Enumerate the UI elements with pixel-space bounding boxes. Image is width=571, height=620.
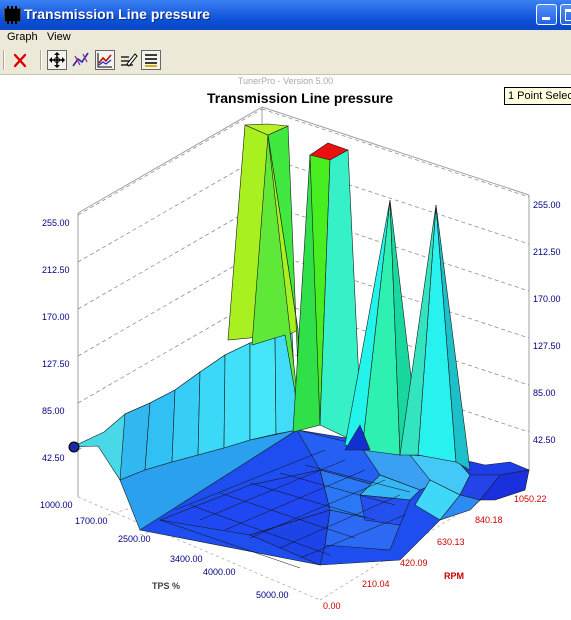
rpm-tick: 840.18 <box>475 515 503 525</box>
minimize-button[interactable] <box>536 4 557 25</box>
surface-plot[interactable]: 255.00 212.50 170.00 127.50 85.00 42.50 … <box>0 74 571 620</box>
rpm-tick: 1050.22 <box>514 494 547 504</box>
trace-button[interactable] <box>71 50 91 70</box>
rpm-axis-labels: 0.00 210.04 420.09 630.13 840.18 1050.22 <box>323 494 547 611</box>
toolbar <box>0 47 571 75</box>
move-crosshair-icon <box>49 52 65 68</box>
window-title: Transmission Line pressure <box>24 6 210 22</box>
selection-tooltip: 1 Point Selected <box>504 87 571 105</box>
list-lines-icon <box>145 54 157 67</box>
trace-line-icon <box>72 52 89 67</box>
z-tick-left: 85.00 <box>42 406 65 416</box>
chart-title: Transmission Line pressure <box>207 90 393 106</box>
title-bar[interactable]: Transmission Line pressure <box>0 0 571 30</box>
toolbar-grip <box>3 50 5 70</box>
red-x-icon <box>13 53 27 68</box>
z-tick-left: 255.00 <box>42 218 70 228</box>
z-tick-left: 127.50 <box>42 359 70 369</box>
move-button[interactable] <box>47 50 67 70</box>
tps-tick: 4000.00 <box>203 567 236 577</box>
rpm-tick: 0.00 <box>323 601 341 611</box>
menu-graph[interactable]: Graph <box>7 31 38 43</box>
surface-mesh <box>71 123 531 569</box>
selected-point-marker[interactable] <box>68 441 80 453</box>
line-graph-icon <box>97 53 112 68</box>
edit-button[interactable] <box>118 50 138 70</box>
z-tick-left: 42.50 <box>42 453 65 463</box>
z-tick-right: 212.50 <box>533 247 561 257</box>
tps-tick: 1000.00 <box>40 500 73 510</box>
rpm-axis-label: RPM <box>444 571 464 581</box>
z-tick-right: 255.00 <box>533 200 561 210</box>
version-text: TunerPro - Version 5.00 <box>237 76 334 86</box>
tps-tick: 2500.00 <box>118 534 151 544</box>
toolbar-separator <box>40 50 42 70</box>
menu-view[interactable]: View <box>47 31 71 43</box>
tps-tick: 5000.00 <box>256 590 289 600</box>
app-icon <box>4 6 21 24</box>
close-graph-button[interactable] <box>10 50 30 70</box>
legend-button[interactable] <box>141 50 161 70</box>
z-tick-right: 170.00 <box>533 294 561 304</box>
tps-axis-label: TPS % <box>152 581 180 591</box>
tps-tick: 1700.00 <box>75 516 108 526</box>
menu-bar: Graph View <box>0 30 571 47</box>
edit-pencil-icon <box>121 53 138 67</box>
maximize-button[interactable] <box>560 4 571 25</box>
graph-button[interactable] <box>95 50 115 70</box>
z-axis-right-labels: 255.00 212.50 170.00 127.50 85.00 42.50 <box>533 200 561 445</box>
rpm-tick: 630.13 <box>437 537 465 547</box>
z-tick-left: 170.00 <box>42 312 70 322</box>
z-tick-right: 42.50 <box>533 435 556 445</box>
rpm-tick: 210.04 <box>362 579 390 589</box>
rpm-tick: 420.09 <box>400 558 428 568</box>
z-tick-left: 212.50 <box>42 265 70 275</box>
z-tick-right: 85.00 <box>533 388 556 398</box>
tps-axis-labels: 1000.00 1700.00 2500.00 3400.00 4000.00 … <box>40 500 289 600</box>
tps-tick: 3400.00 <box>170 554 203 564</box>
z-axis-left-labels: 255.00 212.50 170.00 127.50 85.00 42.50 <box>42 218 70 463</box>
z-tick-right: 127.50 <box>533 341 561 351</box>
